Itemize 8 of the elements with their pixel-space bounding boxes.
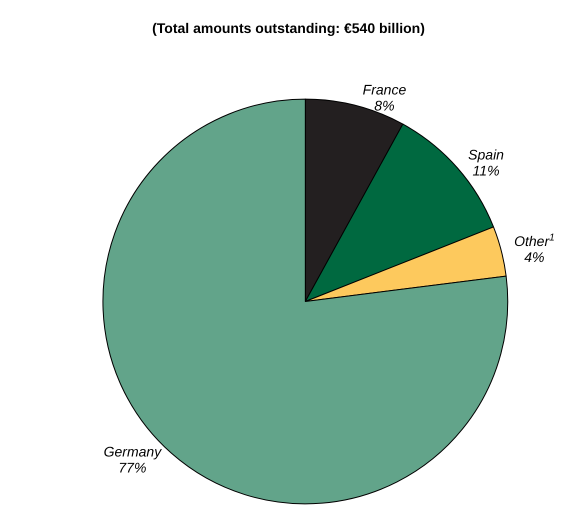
data-label: 4% xyxy=(524,249,545,266)
slice-label: Germany xyxy=(104,443,162,460)
data-label: 77% xyxy=(118,459,146,476)
data-label: 8% xyxy=(374,98,395,114)
data-label: 11% xyxy=(472,162,500,178)
slice-label: France xyxy=(362,82,406,98)
slice-label: Spain xyxy=(468,146,504,162)
chart-title: (Total amounts outstanding: €540 billion) xyxy=(152,20,425,36)
